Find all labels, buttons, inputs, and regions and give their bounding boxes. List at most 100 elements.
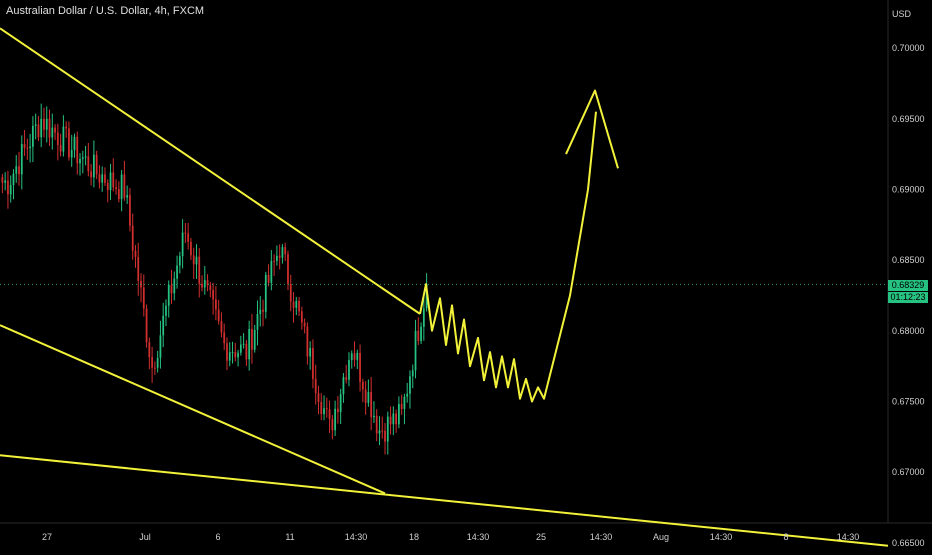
- candle-body: [120, 174, 123, 200]
- candle-body: [212, 290, 215, 300]
- candle-body: [73, 136, 76, 151]
- candle-body: [92, 154, 95, 178]
- candle-body: [273, 260, 276, 262]
- candle-body: [259, 309, 262, 315]
- candle-body: [20, 144, 23, 175]
- candle-body: [370, 392, 373, 418]
- candle-body: [384, 430, 386, 442]
- candle-body: [45, 118, 48, 130]
- candle-body: [392, 413, 395, 425]
- candle-body: [15, 166, 18, 174]
- candle-body: [320, 401, 323, 415]
- countdown-tag: 01:12:23: [888, 292, 928, 303]
- time-tick-label: 14:30: [710, 532, 733, 542]
- candles-group: [0, 103, 888, 455]
- candle-body: [317, 393, 320, 402]
- candle-body: [181, 232, 184, 257]
- candle-body: [26, 147, 29, 149]
- candle-body: [126, 195, 129, 198]
- candle-body: [70, 150, 73, 158]
- candle-body: [281, 247, 284, 258]
- candle-body: [409, 376, 411, 394]
- candle-body: [228, 352, 231, 361]
- time-tick-label: 14:30: [345, 532, 368, 542]
- candle-body: [223, 332, 226, 344]
- candle-body: [184, 232, 187, 234]
- candle-body: [395, 413, 398, 425]
- candle-body: [353, 353, 356, 360]
- candle-body: [264, 274, 267, 312]
- candle-body: [115, 187, 117, 190]
- candle-body: [284, 247, 287, 255]
- candle-body: [309, 348, 312, 357]
- candle-body: [104, 174, 106, 183]
- candle-body: [137, 256, 140, 281]
- candle-body: [187, 233, 190, 242]
- candle-body: [339, 394, 342, 412]
- candle-body: [231, 352, 234, 354]
- candle-body: [292, 301, 295, 308]
- candle-body: [422, 308, 425, 327]
- last-price-tag: 0.68329: [888, 280, 928, 291]
- candle-body: [220, 321, 223, 333]
- candle-body: [287, 254, 289, 284]
- candle-body: [331, 419, 334, 431]
- candle-body: [7, 180, 9, 195]
- candle-body: [375, 415, 378, 434]
- time-tick-label: Jul: [139, 532, 151, 542]
- time-tick-label: 18: [409, 532, 419, 542]
- trendlines-group: [0, 27, 889, 547]
- forecast-path: [419, 111, 597, 403]
- candle-body: [176, 265, 178, 279]
- candle-body: [203, 280, 206, 288]
- candle-body: [190, 241, 192, 256]
- candle-body: [306, 326, 309, 357]
- candle-body: [251, 329, 253, 350]
- candle-body: [367, 392, 370, 403]
- candle-body: [62, 126, 65, 152]
- candle-body: [151, 357, 154, 368]
- candle-body: [165, 305, 167, 316]
- candle-body: [109, 172, 112, 191]
- time-tick-label: Aug: [653, 532, 669, 542]
- candle-body: [159, 335, 162, 358]
- price-tick-label: 0.68000: [892, 326, 925, 336]
- candle-body: [18, 166, 20, 175]
- candle-body: [214, 299, 217, 310]
- candle-body: [51, 127, 54, 138]
- candle-body: [242, 343, 245, 345]
- price-axis-unit: USD: [892, 9, 912, 19]
- candle-body: [148, 342, 151, 358]
- candle-body: [1, 177, 4, 183]
- candle-body: [253, 329, 256, 350]
- candle-body: [295, 300, 298, 308]
- candle-body: [123, 174, 126, 198]
- candle-body: [234, 352, 237, 358]
- candle-body: [142, 287, 145, 309]
- candle-body: [81, 157, 84, 159]
- candle-body: [323, 408, 325, 415]
- candle-body: [90, 171, 93, 178]
- time-tick-label: 25: [536, 532, 546, 542]
- candle-body: [40, 118, 43, 138]
- candle-body: [397, 404, 400, 425]
- forecast-arrow-head: [565, 89, 619, 169]
- price-axis-ticks: 0.70000 0.69500 0.69000 0.68500 0.68000 0.675…: [892, 43, 925, 548]
- candle-body: [95, 154, 98, 175]
- price-tick-label: 0.69500: [892, 114, 925, 124]
- candle-body: [364, 389, 367, 403]
- time-tick-label: 14:30: [837, 532, 860, 542]
- time-tick-label: 14:30: [590, 532, 613, 542]
- time-tick-label: 8: [783, 532, 788, 542]
- candle-body: [381, 430, 384, 432]
- trendline-lower: [0, 324, 386, 495]
- candle-body: [54, 127, 56, 133]
- candle-body: [239, 344, 242, 353]
- candle-body: [389, 416, 392, 425]
- candle-body: [298, 300, 300, 312]
- candle-body: [192, 255, 195, 265]
- candle-body: [267, 274, 270, 283]
- candle-body: [84, 156, 87, 158]
